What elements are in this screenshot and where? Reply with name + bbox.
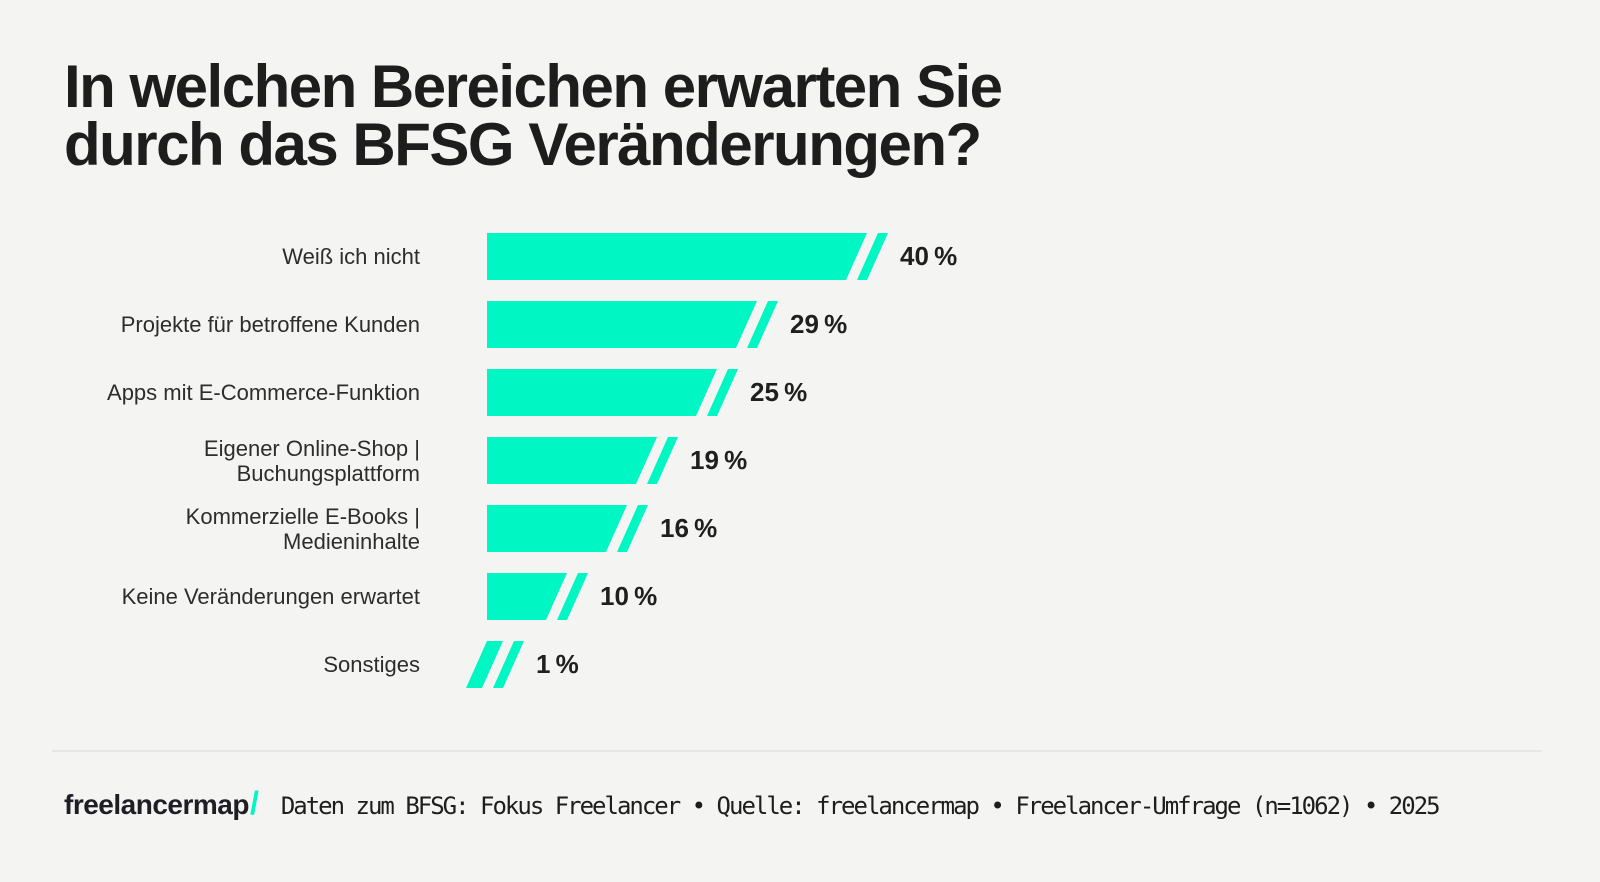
chart-row: Weiß ich nicht 40 % [64,233,957,280]
category-label: Weiß ich nicht [282,244,420,269]
bar [487,437,657,484]
chart-title: In welchen Bereichen erwarten Sie durch d… [64,57,1003,175]
bar [487,233,867,280]
value-label: 1 % [536,649,579,679]
footer-divider [52,750,1542,752]
category-label: Sonstiges [323,652,420,677]
chart-title-line-1: In welchen Bereichen erwarten Sie [64,53,1003,120]
value-label: 19 % [690,445,748,475]
logo-wordmark: freelancermap [64,789,249,820]
value-label: 40 % [900,241,958,271]
bar-area: 10 % [487,573,657,620]
chart-row: Eigener Online-Shop | Buchungsplattform 1… [64,435,957,486]
bar-area: 1 % [487,641,579,688]
bar [487,573,567,620]
bar-area: 16 % [487,505,717,552]
category-label: Apps mit E-Commerce-Funktion [107,380,420,405]
chart-row: Apps mit E-Commerce-Funktion 25 % [64,369,957,416]
value-label: 29 % [790,309,848,339]
bar-area: 19 % [487,437,747,484]
logo-slash-icon: / [249,785,259,821]
bar-area: 29 % [487,301,847,348]
bar-area: 25 % [487,369,807,416]
chart-row: Kommerzielle E-Books | Medieninhalte 16 % [64,503,957,554]
freelancermap-logo: freelancermap/ [64,785,259,822]
source-text: Daten zum BFSG: Fokus Freelancer • Quell… [280,792,1441,820]
bar-area: 40 % [487,233,957,280]
chart-title-line-2: durch das BFSG Veränderungen? [64,111,982,178]
chart-row: Projekte für betroffene Kunden 29 % [64,301,957,348]
value-label: 10 % [600,581,658,611]
category-label: Keine Veränderungen erwartet [121,584,420,609]
bar [487,369,717,416]
value-label: 16 % [660,513,718,543]
category-label: Projekte für betroffene Kunden [120,312,420,337]
category-label: Eigener Online-Shop | Buchungsplattform [203,435,420,486]
bar-chart: Weiß ich nicht 40 % Projekte für betroffen… [64,233,957,688]
footer: freelancermap/ Daten zum BFSG: Fokus Fre… [64,785,1536,822]
chart-row: Keine Veränderungen erwartet 10 % [64,573,957,620]
category-label: Kommerzielle E-Books | Medieninhalte [185,503,420,554]
value-label: 25 % [750,377,808,407]
bar [487,505,627,552]
bar [487,301,757,348]
chart-row: Sonstiges 1 % [64,641,957,688]
